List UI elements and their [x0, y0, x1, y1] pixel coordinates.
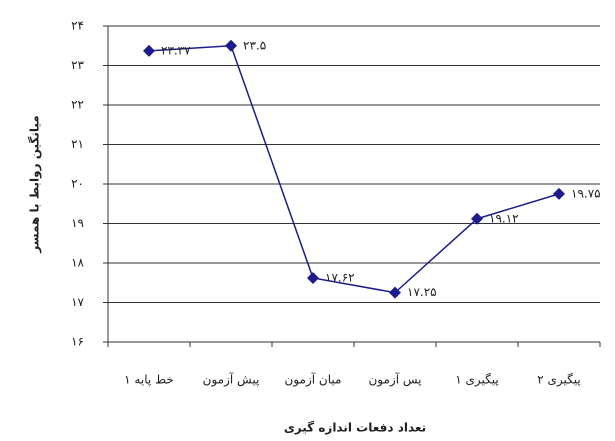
data-label: ۱۷.۲۵: [407, 285, 437, 299]
x-tick-label: پس آزمون: [368, 372, 421, 388]
data-point: [553, 188, 565, 200]
data-label: ۱۷.۶۲: [325, 271, 355, 285]
y-tick-label: ۱۹: [71, 216, 84, 230]
y-tick-label: ۲۲: [71, 98, 84, 112]
y-tick-label: ۲۰: [71, 177, 84, 191]
data-label: ۲۳.۵: [243, 38, 266, 52]
y-tick-label: ۱۶: [71, 335, 84, 349]
chart: میانگین روابط با همسر تعداد دفعات اندازه…: [0, 0, 615, 441]
x-tick-label: پیگیری ۱: [455, 373, 499, 388]
y-axis-title: میانگین روابط با همسر: [28, 115, 43, 253]
series-line: [149, 46, 559, 293]
y-tick-label: ۲۳: [71, 58, 84, 72]
x-tick-label: خط پایه ۱: [124, 373, 174, 387]
data-label: ۱۹.۱۲: [489, 211, 519, 225]
data-point: [143, 45, 155, 57]
data-label: ۲۳.۳۷: [161, 43, 191, 57]
y-tick-label: ۱۸: [71, 256, 84, 270]
y-tick-label: ۲۴: [71, 19, 84, 33]
x-tick-label: پیش آزمون: [203, 372, 260, 388]
y-tick-label: ۱۷: [71, 295, 84, 309]
x-tick-label: پیگیری ۲: [537, 373, 581, 388]
y-tick-label: ۲۱: [71, 137, 84, 151]
data-point: [307, 272, 319, 284]
data-label: ۱۹.۷۵: [571, 186, 601, 200]
x-tick-label: میان آزمون: [285, 372, 342, 388]
x-axis-title: تعداد دفعات اندازه گیری: [284, 421, 426, 435]
data-point: [225, 40, 237, 52]
